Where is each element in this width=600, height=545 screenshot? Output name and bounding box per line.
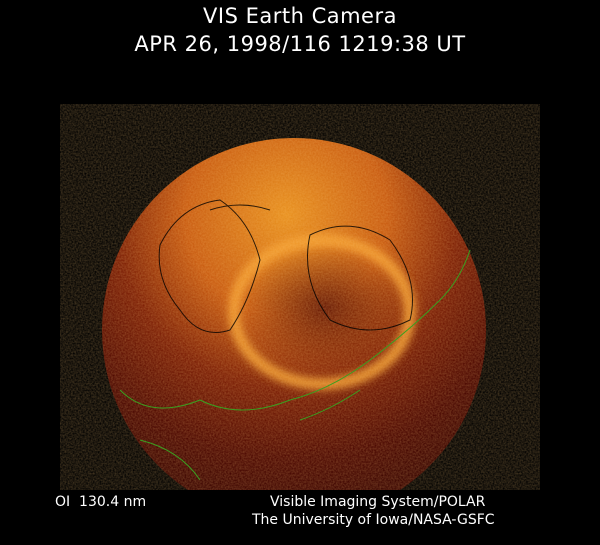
credit-line-2: The University of Iowa/NASA-GSFC <box>252 512 495 528</box>
credit-line-1: Visible Imaging System/POLAR <box>270 494 486 510</box>
coastlines-south <box>119 249 471 481</box>
noise-texture <box>100 140 500 490</box>
coastlines-north <box>158 199 413 333</box>
timestamp: APR 26, 1998/116 1219:38 UT <box>134 32 466 56</box>
filter-label: OI 130.4 nm <box>55 494 147 510</box>
image-title: VIS Earth Camera <box>203 4 397 28</box>
